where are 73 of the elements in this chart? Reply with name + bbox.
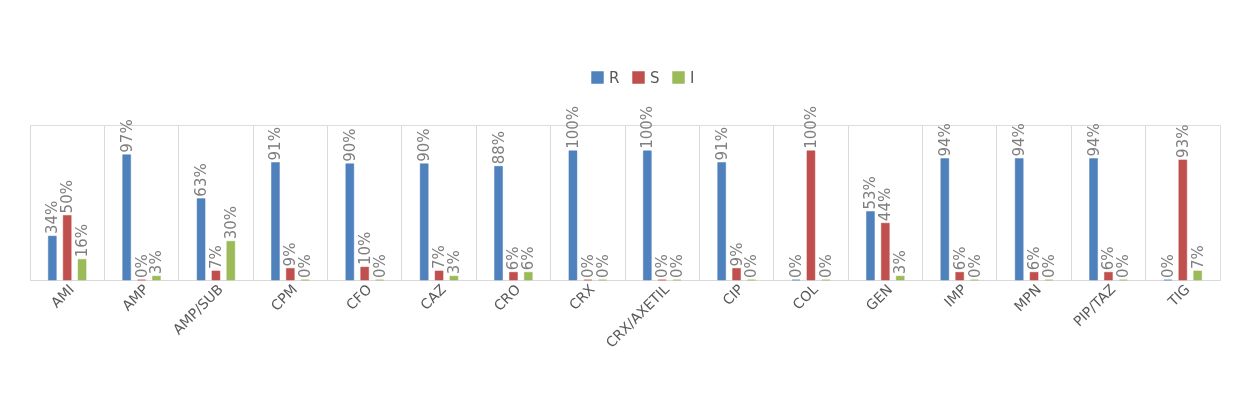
bar bbox=[940, 158, 950, 281]
data-label: 0% bbox=[787, 254, 806, 278]
data-label: 50% bbox=[58, 180, 77, 214]
bar bbox=[1089, 158, 1098, 281]
bar bbox=[1104, 272, 1113, 281]
data-label: 0% bbox=[816, 254, 835, 278]
bar bbox=[62, 215, 72, 281]
data-label: 91% bbox=[266, 127, 285, 161]
bar bbox=[211, 270, 221, 281]
x-tick-label: COL bbox=[789, 280, 821, 313]
bar bbox=[509, 272, 518, 281]
data-label: 93% bbox=[1173, 124, 1192, 158]
bar bbox=[152, 275, 161, 281]
data-label: 3% bbox=[444, 250, 463, 275]
bar bbox=[1014, 158, 1024, 281]
bar bbox=[122, 154, 131, 281]
data-label: 0% bbox=[1114, 254, 1133, 278]
data-label: 90% bbox=[415, 128, 434, 162]
bar bbox=[955, 272, 964, 281]
bar bbox=[806, 150, 816, 281]
data-label: 7% bbox=[206, 245, 225, 269]
data-label: 94% bbox=[1010, 123, 1029, 157]
data-label: 30% bbox=[221, 205, 240, 240]
data-label: 0% bbox=[1039, 254, 1058, 278]
bar bbox=[226, 241, 236, 281]
bar bbox=[345, 163, 355, 281]
x-tick-label: IMP bbox=[940, 281, 970, 310]
data-label: 100% bbox=[638, 105, 657, 149]
data-label: 97% bbox=[117, 119, 136, 153]
bar bbox=[1193, 270, 1202, 281]
data-label: 100% bbox=[801, 105, 820, 149]
bar bbox=[732, 268, 741, 281]
bar bbox=[568, 150, 578, 281]
legend-label: I bbox=[690, 68, 695, 87]
data-label: 3% bbox=[891, 250, 910, 275]
bar bbox=[1178, 159, 1188, 281]
data-label: 6% bbox=[519, 246, 538, 271]
x-tick-label: CIP bbox=[719, 281, 747, 309]
bar bbox=[895, 275, 905, 281]
bar bbox=[866, 211, 875, 281]
bar bbox=[524, 272, 533, 281]
x-tick-label: TIG bbox=[1164, 281, 1193, 310]
data-label: 44% bbox=[876, 187, 895, 222]
bar bbox=[449, 275, 459, 281]
data-label: 0% bbox=[1158, 254, 1177, 278]
bar bbox=[419, 163, 429, 281]
bar bbox=[196, 198, 206, 281]
data-label: 16% bbox=[73, 223, 92, 258]
data-label: 94% bbox=[1084, 123, 1103, 157]
data-label: 100% bbox=[563, 105, 582, 149]
bar bbox=[360, 266, 369, 281]
bar bbox=[434, 270, 444, 281]
bar bbox=[48, 235, 57, 281]
bar bbox=[286, 268, 295, 281]
data-label: 63% bbox=[192, 163, 211, 197]
data-label: 88% bbox=[489, 130, 508, 165]
bar bbox=[494, 166, 503, 281]
data-label: 7% bbox=[1188, 245, 1207, 269]
bar bbox=[1029, 272, 1039, 281]
bar bbox=[643, 150, 652, 281]
data-label: 0% bbox=[668, 254, 687, 278]
bar bbox=[271, 162, 280, 281]
data-label: 94% bbox=[935, 123, 954, 157]
data-label: 90% bbox=[340, 128, 359, 162]
legend-label: S bbox=[650, 68, 660, 87]
legend-label: R bbox=[609, 68, 620, 87]
data-label: 3% bbox=[147, 250, 166, 275]
data-label: 0% bbox=[296, 254, 315, 278]
bar bbox=[717, 162, 726, 281]
data-label: 0% bbox=[742, 254, 761, 278]
data-label: 91% bbox=[712, 127, 731, 161]
bar bbox=[881, 222, 890, 281]
bar bbox=[77, 259, 87, 281]
